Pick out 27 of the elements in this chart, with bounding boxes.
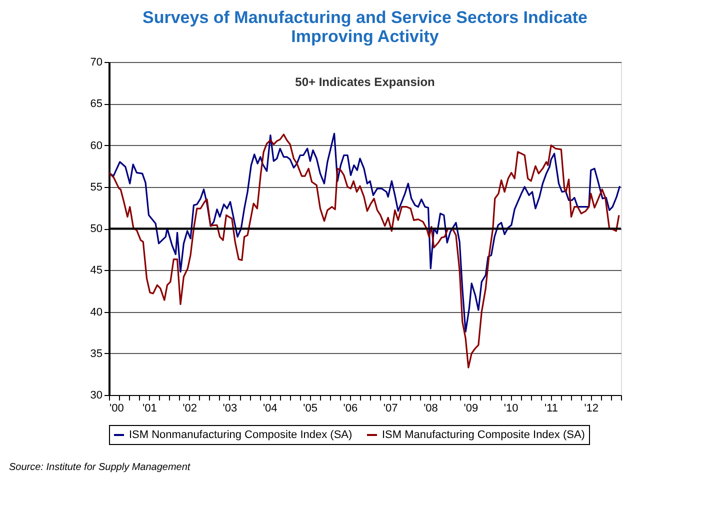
- x-tick-label: '05: [303, 402, 318, 414]
- y-tick-label: 55: [90, 181, 102, 194]
- y-tick-label: 30: [90, 390, 102, 402]
- x-tick-label: '00: [110, 402, 124, 414]
- x-tick-label: '07: [383, 402, 398, 414]
- y-tick-label: 70: [90, 56, 102, 68]
- y-tick-label: 65: [90, 98, 102, 110]
- chart-title: Surveys of Manufacturing and Service Sectors Indicate Improving Activity: [142, 8, 588, 46]
- y-tick-label: 60: [90, 140, 102, 152]
- x-tick-label: '04: [262, 402, 278, 414]
- x-tick-label: '03: [222, 402, 238, 414]
- x-tick-label: '02: [182, 402, 197, 414]
- legend-label: ISM Nonmanufacturing Composite Index (SA): [129, 429, 352, 441]
- y-tick-label: 35: [90, 348, 102, 360]
- y-tick-label: 45: [90, 264, 102, 277]
- legend-label: ISM Manufacturing Composite Index (SA): [382, 429, 585, 441]
- y-tick-label: 40: [90, 306, 102, 318]
- x-tick-label: '06: [343, 402, 358, 414]
- x-tick-label: '11: [544, 402, 558, 414]
- y-tick-label: 50: [90, 223, 102, 235]
- x-tick-label: '12: [584, 402, 599, 414]
- x-tick-label: '10: [504, 402, 518, 414]
- x-tick-label: '08: [424, 402, 438, 414]
- x-tick-label: '09: [464, 402, 478, 414]
- annotation: 50+ Indicates Expansion: [295, 75, 435, 89]
- source-note: Source: Institute for Supply Management: [9, 462, 192, 473]
- x-tick-label: '01: [142, 402, 157, 414]
